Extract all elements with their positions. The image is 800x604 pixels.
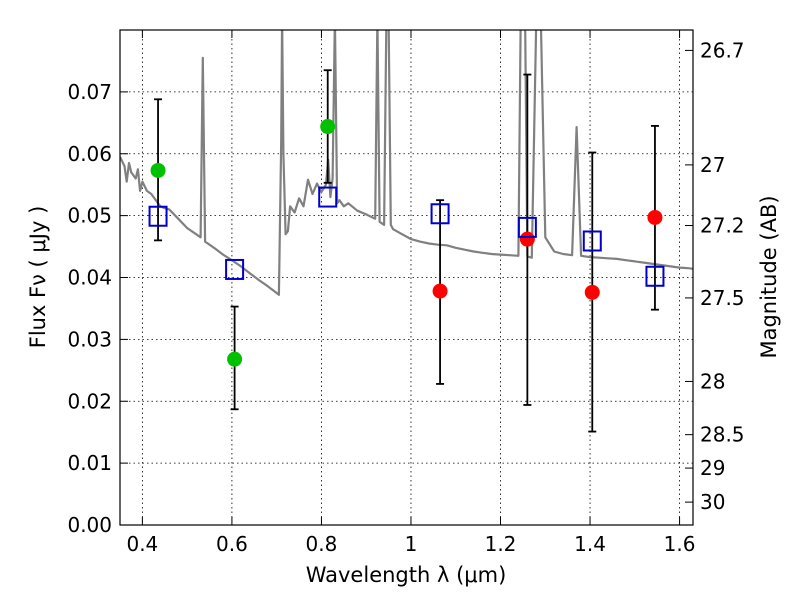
right-axis-label: Magnitude (AB) xyxy=(757,195,781,358)
marker-layer xyxy=(148,119,665,367)
spectrum-line xyxy=(120,30,693,296)
model-square xyxy=(517,216,537,238)
y-tick-label: 0.07 xyxy=(67,80,112,104)
right-tick-label: 30 xyxy=(700,490,725,514)
data-point xyxy=(227,351,243,367)
data-point xyxy=(584,284,600,300)
right-axis-ticks: 26.7 27 27.2 27.5 28 28.5 29 30 xyxy=(685,38,745,514)
y-axis-ticks: 0.00 0.01 0.02 0.03 0.04 0.05 0.06 0.07 xyxy=(67,80,128,537)
right-tick-label: 27 xyxy=(700,153,725,177)
x-axis-ticks: 0.4 0.6 0.8 1 1.2 1.4 1.6 xyxy=(126,30,695,556)
data-point xyxy=(320,119,336,135)
model-square xyxy=(225,258,245,280)
model-square xyxy=(582,230,602,252)
data-point xyxy=(150,162,166,178)
right-tick-label: 28.5 xyxy=(700,423,745,447)
right-tick-label: 26.7 xyxy=(700,38,745,62)
y-tick-label: 0.00 xyxy=(67,513,112,537)
y-axis-label: Flux Fν ( μJy ) xyxy=(26,206,50,349)
data-point xyxy=(519,231,535,247)
y-tick-label: 0.04 xyxy=(67,266,112,290)
x-tick-label: 1.2 xyxy=(485,532,517,556)
right-tick-label: 27.2 xyxy=(700,214,745,238)
x-tick-label: 0.6 xyxy=(216,532,248,556)
x-tick-label: 1.4 xyxy=(574,532,606,556)
x-tick-label: 0.8 xyxy=(306,532,338,556)
x-axis-label: Wavelength λ (μm) xyxy=(306,563,507,587)
right-tick-label: 28 xyxy=(700,369,725,393)
right-tick-label: 29 xyxy=(700,456,725,480)
spectrum-layer xyxy=(120,30,693,296)
model-square xyxy=(318,186,338,208)
y-tick-label: 0.06 xyxy=(67,142,112,166)
grid-lines xyxy=(120,30,693,525)
model-square xyxy=(430,203,450,225)
x-tick-label: 1.6 xyxy=(664,532,696,556)
right-tick-label: 27.5 xyxy=(700,286,745,310)
y-tick-label: 0.01 xyxy=(67,451,112,475)
data-point xyxy=(647,209,663,225)
y-tick-label: 0.05 xyxy=(67,204,112,228)
x-tick-label: 0.4 xyxy=(126,532,158,556)
y-tick-label: 0.02 xyxy=(67,389,112,413)
data-point xyxy=(432,283,448,299)
x-tick-label: 1 xyxy=(405,532,418,556)
model-square xyxy=(148,205,168,227)
y-tick-label: 0.03 xyxy=(67,327,112,351)
model-square xyxy=(645,265,665,287)
